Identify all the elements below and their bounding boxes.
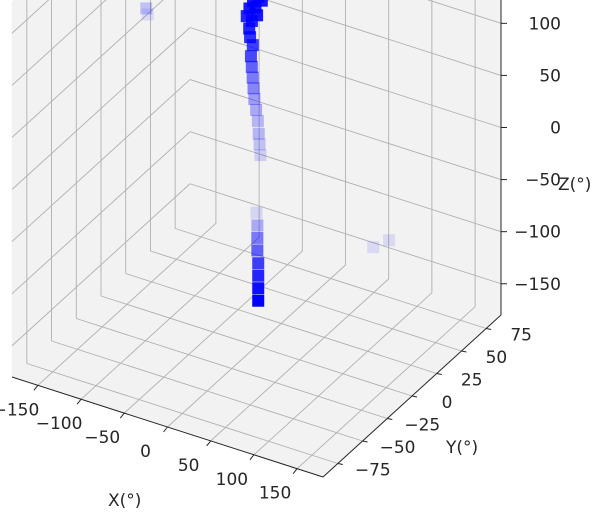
y-tick-mark bbox=[362, 440, 368, 443]
grid-left-z bbox=[11, 0, 107, 86]
x-tick-label: 100 bbox=[216, 470, 248, 490]
grid-left-z bbox=[11, 27, 191, 190]
x-tick-label: −150 bbox=[0, 400, 39, 420]
x-tick-mark bbox=[76, 398, 82, 405]
data-point bbox=[141, 8, 154, 21]
data-point bbox=[251, 219, 264, 232]
data-point bbox=[250, 103, 263, 116]
z-tick-label: 0 bbox=[550, 119, 561, 139]
z-axis-title: Z(°) bbox=[558, 175, 591, 195]
z-tick-label: −150 bbox=[514, 275, 561, 295]
y-tick-label: −75 bbox=[355, 461, 391, 481]
grid-floor-y bbox=[26, 363, 338, 464]
data-point bbox=[248, 92, 261, 105]
data-point bbox=[244, 31, 257, 44]
x-tick-label: −50 bbox=[84, 428, 120, 448]
data-point bbox=[247, 82, 260, 95]
grid-floor-y bbox=[51, 340, 363, 442]
y-tick-label: 25 bbox=[461, 371, 483, 391]
grid-back-z bbox=[264, 0, 502, 76]
grid-back-z bbox=[189, 27, 502, 128]
y-tick-mark bbox=[337, 463, 343, 465]
data-point bbox=[367, 241, 380, 254]
x-tick-label: −100 bbox=[36, 414, 83, 434]
y-tick-label: −25 bbox=[404, 416, 440, 436]
x-tick-mark bbox=[292, 468, 298, 474]
x-tick-mark bbox=[33, 385, 39, 391]
y-tick-mark bbox=[411, 395, 418, 398]
data-point bbox=[250, 206, 263, 219]
data-point bbox=[244, 50, 257, 63]
x-axis-title: X(°) bbox=[108, 491, 141, 511]
data-point bbox=[253, 138, 266, 151]
y-tick-label: 50 bbox=[486, 348, 508, 368]
grid-back-z bbox=[189, 183, 502, 285]
tick-labels: −150−100−50050100150−75−50−250255075−150… bbox=[0, 14, 561, 504]
data-point bbox=[252, 269, 265, 282]
x-tick-mark bbox=[206, 440, 212, 447]
y-tick-mark bbox=[436, 373, 442, 375]
data-point bbox=[251, 9, 264, 22]
z-tick-label: 50 bbox=[539, 66, 561, 86]
y-tick-mark bbox=[486, 328, 492, 330]
grid-back-z bbox=[189, 79, 502, 181]
grid-floor-y bbox=[150, 250, 462, 352]
data-point bbox=[252, 294, 265, 307]
data-point bbox=[245, 60, 258, 73]
y-tick-label: −50 bbox=[380, 438, 416, 458]
grid-left-z bbox=[11, 0, 164, 138]
grid-back-z bbox=[426, 0, 502, 24]
y-tick-label: 75 bbox=[510, 326, 532, 346]
data-point bbox=[254, 149, 267, 162]
data-point bbox=[246, 71, 259, 84]
x-tick-label: 0 bbox=[140, 442, 151, 462]
y-tick-mark bbox=[461, 350, 467, 353]
grid-left-z bbox=[11, 79, 191, 242]
data-point bbox=[251, 244, 264, 257]
data-point bbox=[252, 282, 265, 295]
x-tick-mark bbox=[249, 454, 255, 461]
grid-left-z bbox=[11, 131, 191, 294]
grid-floor-y bbox=[175, 228, 487, 329]
axis-lines bbox=[11, 0, 507, 478]
grid-lines bbox=[11, 0, 502, 469]
grid-left-z bbox=[11, 183, 191, 347]
x-tick-mark bbox=[119, 412, 125, 419]
grid-floor-y bbox=[100, 295, 413, 397]
data-point bbox=[243, 22, 256, 35]
data-point bbox=[140, 2, 153, 15]
y-tick-label: 0 bbox=[442, 393, 453, 413]
grid-floor-y bbox=[125, 273, 437, 374]
grid-left-z bbox=[11, 0, 50, 34]
z-tick-label: −50 bbox=[525, 171, 561, 191]
data-point bbox=[252, 127, 265, 140]
z-tick-label: −100 bbox=[514, 223, 561, 243]
data-point bbox=[251, 114, 264, 127]
data-point bbox=[252, 257, 265, 270]
x-tick-mark bbox=[163, 426, 168, 433]
grid-back-z bbox=[189, 131, 502, 233]
x-tick-label: 50 bbox=[178, 456, 200, 476]
z-tick-label: 100 bbox=[529, 14, 561, 34]
y-tick-mark bbox=[387, 418, 393, 420]
data-point bbox=[383, 234, 396, 247]
data-point bbox=[255, 0, 268, 7]
data-points bbox=[140, 0, 396, 307]
x-tick-label: 150 bbox=[259, 484, 291, 504]
data-point bbox=[246, 39, 259, 52]
data-point bbox=[251, 231, 264, 244]
grid-floor-y bbox=[76, 318, 388, 419]
y-axis-title: Y(°) bbox=[445, 438, 478, 458]
